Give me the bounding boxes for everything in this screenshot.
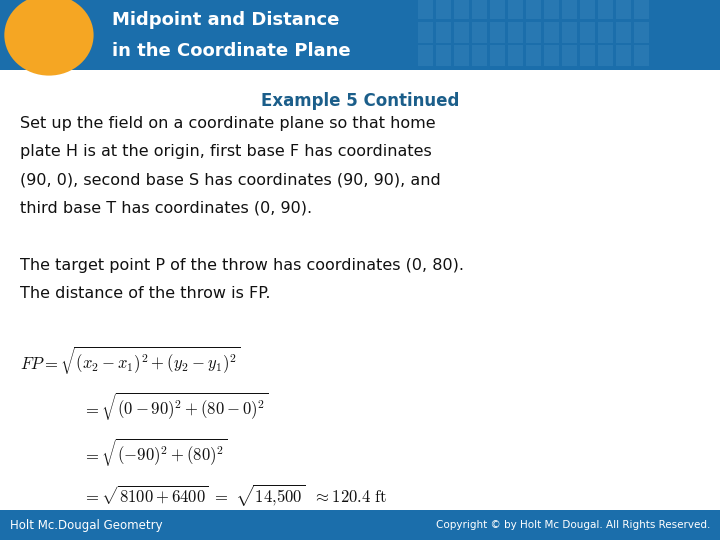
FancyBboxPatch shape: [0, 510, 720, 540]
FancyBboxPatch shape: [490, 0, 505, 19]
FancyBboxPatch shape: [526, 22, 541, 43]
FancyBboxPatch shape: [616, 45, 631, 66]
FancyBboxPatch shape: [472, 45, 487, 66]
FancyBboxPatch shape: [418, 45, 433, 66]
Text: Midpoint and Distance: Midpoint and Distance: [112, 11, 339, 29]
FancyBboxPatch shape: [580, 22, 595, 43]
FancyBboxPatch shape: [472, 22, 487, 43]
FancyBboxPatch shape: [562, 0, 577, 19]
FancyBboxPatch shape: [472, 0, 487, 19]
FancyBboxPatch shape: [616, 0, 631, 19]
Text: $= \sqrt{(-90)^2 + (80)^2}$: $= \sqrt{(-90)^2 + (80)^2}$: [83, 436, 228, 468]
FancyBboxPatch shape: [544, 0, 559, 19]
Text: The distance of the throw is FP.: The distance of the throw is FP.: [20, 286, 271, 301]
FancyBboxPatch shape: [0, 0, 720, 70]
FancyBboxPatch shape: [418, 22, 433, 43]
FancyBboxPatch shape: [490, 22, 505, 43]
FancyBboxPatch shape: [562, 45, 577, 66]
Text: The target point P of the throw has coordinates (0, 80).: The target point P of the throw has coor…: [20, 258, 464, 273]
Text: (90, 0), second base S has coordinates (90, 90), and: (90, 0), second base S has coordinates (…: [20, 172, 441, 187]
FancyBboxPatch shape: [616, 22, 631, 43]
FancyBboxPatch shape: [562, 22, 577, 43]
Text: plate H is at the origin, first base F has coordinates: plate H is at the origin, first base F h…: [20, 144, 432, 159]
Text: $FP = \sqrt{(x_2 - x_1)^2 + (y_2 - y_1)^2}$: $FP = \sqrt{(x_2 - x_1)^2 + (y_2 - y_1)^…: [20, 344, 240, 376]
FancyBboxPatch shape: [454, 0, 469, 19]
FancyBboxPatch shape: [508, 45, 523, 66]
Text: $= \sqrt{8100 + 6400}\ =\ \sqrt{14{,}500}\ \ \approx 120.4\ \mathrm{ft}$: $= \sqrt{8100 + 6400}\ =\ \sqrt{14{,}500…: [83, 482, 387, 508]
Text: in the Coordinate Plane: in the Coordinate Plane: [112, 42, 350, 59]
FancyBboxPatch shape: [436, 22, 451, 43]
Ellipse shape: [4, 0, 94, 76]
FancyBboxPatch shape: [418, 0, 433, 19]
FancyBboxPatch shape: [634, 0, 649, 19]
FancyBboxPatch shape: [436, 0, 451, 19]
FancyBboxPatch shape: [580, 0, 595, 19]
FancyBboxPatch shape: [598, 22, 613, 43]
Text: Copyright © by Holt Mc Dougal. All Rights Reserved.: Copyright © by Holt Mc Dougal. All Right…: [436, 520, 710, 530]
FancyBboxPatch shape: [544, 45, 559, 66]
Text: Holt Mc.Dougal Geometry: Holt Mc.Dougal Geometry: [10, 518, 163, 532]
FancyBboxPatch shape: [508, 22, 523, 43]
FancyBboxPatch shape: [634, 22, 649, 43]
FancyBboxPatch shape: [508, 0, 523, 19]
FancyBboxPatch shape: [526, 0, 541, 19]
FancyBboxPatch shape: [580, 45, 595, 66]
Text: $= \sqrt{(0 - 90)^2 + (80 - 0)^2}$: $= \sqrt{(0 - 90)^2 + (80 - 0)^2}$: [83, 390, 269, 422]
FancyBboxPatch shape: [454, 45, 469, 66]
Text: third base T has coordinates (0, 90).: third base T has coordinates (0, 90).: [20, 200, 312, 215]
Text: Example 5 Continued: Example 5 Continued: [261, 92, 459, 110]
FancyBboxPatch shape: [634, 45, 649, 66]
FancyBboxPatch shape: [454, 22, 469, 43]
FancyBboxPatch shape: [436, 45, 451, 66]
FancyBboxPatch shape: [598, 0, 613, 19]
FancyBboxPatch shape: [598, 45, 613, 66]
Text: Set up the field on a coordinate plane so that home: Set up the field on a coordinate plane s…: [20, 116, 436, 131]
FancyBboxPatch shape: [526, 45, 541, 66]
FancyBboxPatch shape: [544, 22, 559, 43]
FancyBboxPatch shape: [490, 45, 505, 66]
